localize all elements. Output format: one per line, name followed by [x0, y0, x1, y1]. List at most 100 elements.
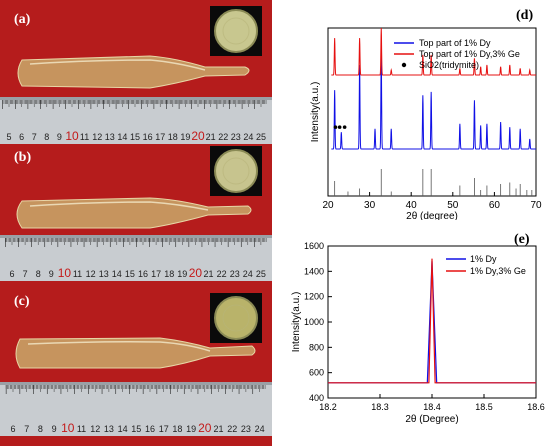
- photo-panel-a: 5 6 7 8 9 10 11 12 13 14 15 16 17 18 19 20 21 22 23 24 25 (a…: [0, 0, 272, 146]
- ruler-number: 11: [80, 132, 89, 142]
- photo-panel-c: 6 7 8 9 10 11 12 13 14 15 16 17 18 19 20 21 22 23 24 (c): [0, 288, 272, 446]
- panel-label-c: (c): [14, 294, 30, 309]
- ruler-number: 13: [105, 132, 115, 142]
- ruler-number: 20: [191, 129, 205, 143]
- ruler-number: 11: [77, 424, 86, 434]
- tridymite-marker: [342, 125, 347, 129]
- ruler: 5 6 7 8 9 10 11 12 13 14 15 16 17 18 19 20 21 22 23 24 25: [0, 97, 272, 144]
- ruler-number: 15: [125, 269, 135, 279]
- ruler-edge: [0, 97, 272, 100]
- ruler-number: 13: [99, 269, 109, 279]
- ruler-number: 11: [73, 269, 82, 279]
- legend-entry: 1% Dy: [470, 254, 497, 264]
- ruler-number: 20: [189, 266, 203, 280]
- ruler-number: 18: [164, 269, 174, 279]
- ruler-number: 16: [143, 132, 153, 142]
- ruler-number: 12: [90, 424, 100, 434]
- legend-entry: SiO2(tridymite): [419, 60, 479, 70]
- ruler-number: 10: [61, 421, 75, 435]
- ruler-number: 20: [198, 421, 212, 435]
- y-tick-label: 1600: [304, 241, 324, 251]
- x-axis-label: 2θ (Degree): [405, 414, 458, 425]
- ruler-number: 9: [57, 132, 62, 142]
- ruler-number: 24: [255, 424, 265, 434]
- ruler: 6 7 8 9 10 11 12 13 14 15 16 17 18 19 20 21 22 23 24 25: [0, 235, 272, 281]
- ruler-number: 21: [213, 424, 223, 434]
- y-tick-label: 1000: [304, 317, 324, 327]
- cross-section-ring: [222, 17, 250, 45]
- ruler-number: 16: [145, 424, 155, 434]
- ruler-number: 9: [52, 424, 57, 434]
- series-line: [328, 258, 536, 384]
- y-tick-label: 400: [309, 393, 324, 403]
- x-tick-label: 18.4: [423, 402, 441, 412]
- ruler-number: 19: [186, 424, 196, 434]
- y-tick-label: 1200: [304, 292, 324, 302]
- y-tick-label: 1400: [304, 266, 324, 276]
- legend-entry: Top part of 1% Dy,3% Ge: [419, 49, 520, 59]
- x-tick-label: 50: [447, 200, 459, 211]
- ruler-number: 15: [131, 424, 141, 434]
- ruler-number: 19: [177, 269, 187, 279]
- ruler-number: 21: [206, 132, 216, 142]
- ruler-number: 10: [58, 266, 72, 280]
- ruler-number: 6: [10, 424, 15, 434]
- ruler-number: 13: [104, 424, 114, 434]
- photo-panel-b: 6 7 8 9 10 11 12 13 14 15 16 17 18 19 20 21 22 23 24 25 (b): [0, 146, 272, 288]
- cross-section-ring: [222, 304, 250, 332]
- glass-rod-highlight: [29, 59, 206, 71]
- ruler-number: 9: [49, 269, 54, 279]
- ruler-number: 24: [243, 269, 253, 279]
- ruler-edge: [0, 382, 272, 385]
- panel-label-b: (b): [14, 150, 32, 165]
- ruler-number: 18: [172, 424, 182, 434]
- plot-frame: [327, 27, 537, 197]
- ruler-number: 21: [203, 269, 213, 279]
- x-tick-label: 60: [489, 200, 501, 211]
- y-axis-label: Intensity(a.u.): [310, 82, 321, 143]
- ruler-number: 19: [180, 132, 190, 142]
- ruler-number: 7: [23, 269, 28, 279]
- peak-chart: 18.2 18.3 18.4 18.5 18.6 400 600 800 1000 1200 140…: [291, 241, 545, 425]
- chart-label-d: (d): [516, 8, 534, 23]
- cross-section-ring: [222, 157, 250, 185]
- ruler-number: 18: [168, 132, 178, 142]
- photo-a-drawing: 5 6 7 8 9 10 11 12 13 14 15 16 17 18 19 20 21 22 23 24 25: [0, 6, 272, 144]
- ruler-number: 17: [155, 132, 165, 142]
- ruler-number: 10: [65, 129, 79, 143]
- glass-rod-highlight: [29, 201, 209, 211]
- glass-rod-body: [16, 197, 252, 229]
- ruler-number: 23: [241, 424, 251, 434]
- photo-b-drawing: 6 7 8 9 10 11 12 13 14 15 16 17 18 19 20 21 22 23 24 25: [0, 146, 272, 281]
- ruler-number: 15: [130, 132, 140, 142]
- ruler-number: 6: [9, 269, 14, 279]
- ruler-number: 12: [86, 269, 96, 279]
- y-axis-label: Intensity(a.u.): [291, 292, 302, 353]
- photo-c-drawing: 6 7 8 9 10 11 12 13 14 15 16 17 18 19 20 21 22 23 24: [0, 293, 272, 436]
- ruler-number: 12: [92, 132, 102, 142]
- ruler-number: 8: [44, 132, 49, 142]
- ruler-number: 8: [36, 269, 41, 279]
- ruler-number: 6: [19, 132, 24, 142]
- x-tick-label: 30: [364, 200, 376, 211]
- glass-rod-highlight: [27, 341, 211, 352]
- y-tick-label: 800: [309, 342, 324, 352]
- panel-label-a: (a): [14, 12, 31, 27]
- ruler-number: 23: [230, 269, 240, 279]
- ruler-body: [0, 382, 272, 436]
- ruler-number: 17: [159, 424, 169, 434]
- cross-section-disc: [214, 296, 258, 340]
- ruler-number: 17: [151, 269, 161, 279]
- legend-swatch: [401, 62, 407, 68]
- ruler-number: 7: [24, 424, 29, 434]
- ruler-number: 22: [227, 424, 237, 434]
- x-tick-label: 18.6: [527, 402, 545, 412]
- x-tick-label: 40: [406, 200, 418, 211]
- cross-section-disc: [214, 9, 258, 53]
- series-line: [331, 51, 536, 150]
- ruler-number: 24: [243, 132, 253, 142]
- ruler-number: 22: [217, 269, 227, 279]
- ruler: 6 7 8 9 10 11 12 13 14 15 16 17 18 19 20 21 22 23 24: [0, 382, 272, 436]
- ruler-body: [0, 235, 272, 281]
- ruler-number: 23: [231, 132, 241, 142]
